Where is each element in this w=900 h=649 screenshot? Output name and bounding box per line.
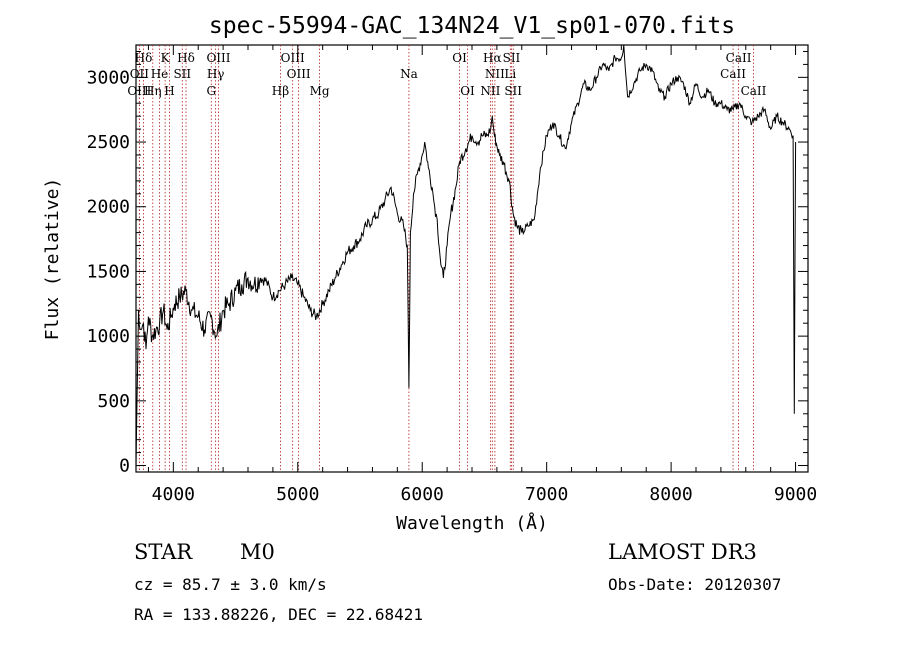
- line-label-12: Hγ: [207, 67, 225, 81]
- y-axis-ticks: 0 500 1000 1500 2000 2500 3000: [87, 50, 808, 477]
- plot-frame: [135, 44, 809, 473]
- y-tick-label-3: 1500: [87, 261, 130, 282]
- line-label-13: OIII: [287, 67, 311, 81]
- line-label-23: Mg: [310, 84, 330, 98]
- line-label-19: Hη: [144, 84, 162, 98]
- line-label-7: SII: [503, 51, 521, 65]
- line-label-8: CaII: [726, 51, 752, 65]
- emission-line-markers: [138, 45, 754, 472]
- x-tick-label-1: 5000: [276, 484, 319, 505]
- line-label-0: Hδ: [135, 51, 153, 65]
- line-label-6: Hα: [483, 51, 502, 65]
- line-label-26: SII: [504, 84, 522, 98]
- line-label-22: Hβ: [272, 84, 289, 98]
- line-label-10: He: [151, 67, 169, 81]
- line-label-24: OI: [460, 84, 475, 98]
- y-tick-label-0: 0: [119, 456, 130, 477]
- line-label-11: SII: [173, 67, 191, 81]
- line-label-27: CaII: [741, 84, 767, 98]
- spectrum-line: [135, 44, 797, 466]
- x-tick-label-2: 6000: [401, 484, 444, 505]
- line-label-17: CaII: [720, 67, 746, 81]
- line-label-18: OIII: [127, 84, 151, 98]
- y-tick-label-4: 2000: [87, 197, 130, 218]
- y-tick-label-5: 2500: [87, 132, 130, 153]
- x-axis-label: Wavelength (Å): [396, 512, 548, 534]
- line-label-2: Hδ: [177, 51, 195, 65]
- survey-name: LAMOST DR3: [608, 540, 757, 564]
- redshift-value: cz = 85.7 ± 3.0 km/s: [134, 575, 327, 594]
- x-tick-label-5: 9000: [774, 484, 817, 505]
- line-label-9: OII: [130, 67, 150, 81]
- x-tick-label-3: 7000: [525, 484, 568, 505]
- y-tick-label-1: 500: [97, 391, 130, 412]
- line-label-21: G: [206, 84, 216, 98]
- line-label-4: OIII: [281, 51, 305, 65]
- object-class: STAR: [134, 540, 193, 564]
- line-label-16: Li: [504, 67, 516, 81]
- y-tick-label-2: 1000: [87, 326, 130, 347]
- line-label-1: K: [161, 51, 171, 65]
- line-label-5: OI: [452, 51, 467, 65]
- line-label-20: H: [164, 84, 174, 98]
- observation-date: Obs-Date: 20120307: [608, 575, 781, 594]
- x-tick-label-0: 4000: [152, 484, 195, 505]
- x-axis-ticks: 4000 5000 6000 7000 8000 9000: [147, 45, 817, 505]
- object-subclass: M0: [240, 540, 275, 564]
- line-label-15: NII: [485, 67, 505, 81]
- line-label-14: Na: [400, 67, 418, 81]
- coordinates: RA = 133.88226, DEC = 22.68421: [134, 605, 423, 624]
- line-label-3: OIII: [206, 51, 230, 65]
- chart-title: spec-55994-GAC_134N24_V1_sp01-070.fits: [209, 13, 735, 39]
- x-tick-label-4: 8000: [649, 484, 692, 505]
- y-axis-label: Flux (relative): [42, 178, 63, 341]
- line-label-25: NII: [480, 84, 500, 98]
- y-tick-label-6: 3000: [87, 67, 130, 88]
